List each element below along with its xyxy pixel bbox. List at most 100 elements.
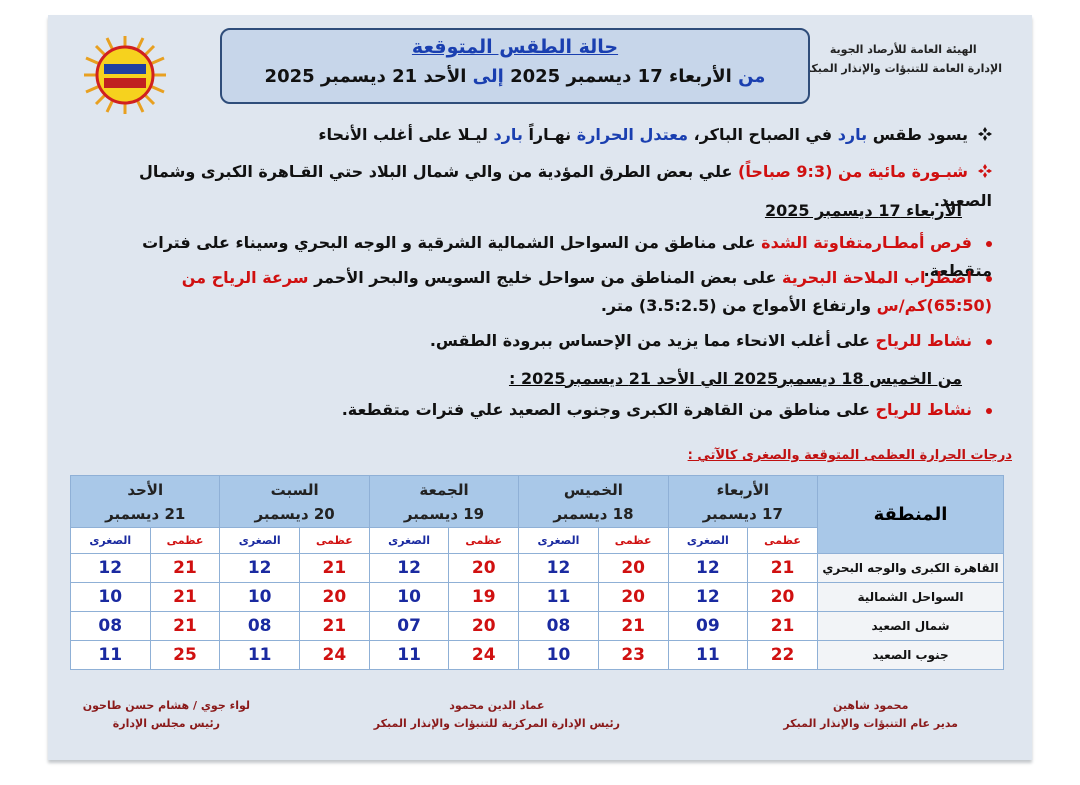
text-run: اضطراب الملاحة البحرية [781,268,972,287]
signature: لواء جوي / هشام حسن طاحون رئيس مجلس الإدا… [83,697,250,733]
diamond-icon [978,126,992,141]
temp-value: 07 [368,611,450,641]
region: جنوب الصعيد [817,640,1004,670]
diamond-icon [978,163,992,178]
signature: عماد الدين محمود رئيس الإدارة المركزية لل… [374,697,620,733]
bullet-line: شبـورة مائية من (9:3 صباحاً) علي بعض الط… [92,158,992,215]
text-run: الأحد 21 ديسمبر 2025 [264,66,467,87]
text-run: ليـلا على أغلب الأنحاء [318,125,494,144]
sub-header: الصغرى [518,527,599,554]
text-run: وارتفاع الأمواج من (3.5:2.5) متر. [600,296,877,315]
sub-header: الصغرى [219,527,300,554]
temp-value: 09 [667,611,749,641]
subheader-row: عظمى الصغرى عظمى الصغرى عظمى الصغرى عظمى الصغرى… [70,527,1004,554]
temp-value: 20 [597,582,669,612]
text-run: فرص أمطـارمتفاوتة الشدة [761,233,972,252]
org-name: الهيئة العامة للأرصاد الجوية [829,43,977,56]
temp-value: 21 [149,611,221,641]
temp-value: 10 [518,640,599,670]
title-box: حالة الطقس المتوقعة من الأربعاء 17 ديسمب… [220,28,810,104]
day-date: 18 ديسمبر [553,504,634,523]
header-row: المنطقة الأربعاء 17 ديسمبر الخميس 18 ديسمبر ا… [69,475,1004,554]
bullet-dot [986,240,992,247]
bullet-line: نشاط للرياح على أغلب الانحاء مما يزيد من… [92,327,992,355]
temp-value: 11 [368,640,450,670]
bullet-line: الأربعاء 17 ديسمبر 2025 [92,197,992,225]
region-header: المنطقة [817,475,1004,554]
sub-header: عظمى [597,527,669,554]
text-run: على أغلب الانحاء مما يزيد من الإحساس ببر… [429,331,876,350]
temp-value: 08 [219,611,300,641]
temp-value: 21 [747,553,818,583]
temp-value: 20 [298,582,370,612]
day-name: الأربعاء [716,480,769,499]
temp-value: 10 [219,582,300,612]
text-run: الأربعاء 17 ديسمبر 2025 [764,201,962,220]
day-name: الأحد [127,480,164,499]
day-name: الجمعة [419,480,469,499]
sub-header: عظمى [298,527,370,554]
region: شمال الصعيد [817,611,1004,641]
data-row: جنوب الصعيد 22 11 23 10 24 11 24 11 25 11 [70,640,1004,670]
bullet-line: يسود طقس بارد في الصباح الباكر، معتدل ال… [92,121,992,150]
text-run: الأربعاء 17 ديسمبر 2025 [503,66,732,87]
bullet-line: اضطراب الملاحة البحرية على بعض المناطق م… [92,264,992,320]
sub-header: الصغرى [667,527,749,554]
bullet-dot [986,407,992,414]
temp-value: 25 [149,640,221,670]
bullet-dot [986,338,992,345]
region: القاهرة الكبرى والوجه البحري [817,553,1004,583]
bullet-line: نشاط للرياح على مناطق من القاهرة الكبرى … [92,396,992,424]
org-dept: الإدارة العامة للتنبؤات والإنذار المبكر [804,62,1002,75]
bullet-diamond [978,122,992,150]
day-date: 19 ديسمبر [403,504,485,523]
day-header: السبت 20 ديسمبر [219,475,370,528]
sub-header: الصغرى [368,527,450,554]
day-header: الجمعة 19 ديسمبر [368,475,520,528]
day-name: السبت [270,480,319,499]
signer-name: عماد الدين محمود [449,699,545,712]
temp-value: 21 [597,611,669,641]
signer-role: مدير عام التنبؤات والإنذار المبكر [783,717,958,730]
bullet-diamond [978,159,992,187]
temp-value: 12 [70,553,151,583]
temp-value: 22 [747,640,818,670]
temp-value: 11 [219,640,300,670]
temperature-table: المنطقة الأربعاء 17 ديسمبر الخميس 18 ديسمبر ا… [69,475,1004,670]
text-run: يسود طقس [867,125,968,144]
bullet-line: فرص أمطـارمتفاوتة الشدة على مناطق من الس… [92,229,992,285]
temp-value: 24 [448,640,520,670]
text-run: علي بعض الطرق المؤدية من والي شمال البلا… [139,162,992,210]
text-run: إلى [466,66,504,87]
temp-value: 08 [518,611,599,641]
temp-value: 21 [149,582,221,612]
temp-value: 10 [70,582,151,612]
sub-header: عظمى [747,527,818,554]
day-date: 20 ديسمبر [254,504,335,523]
temp-value: 20 [448,611,520,641]
text-run: شبـورة مائية من (9:3 صباحاً) [738,162,968,181]
text-run: بارد [837,125,868,144]
section-heading: من الخميس 18 ديسمبر2025 الي الأحد 21 ديس… [509,369,962,388]
table-caption: درجات الحرارة العظمى المتوقعة والصغرى كا… [687,448,1012,463]
logo [84,36,166,114]
data-row: السواحل الشمالية 20 12 20 11 19 10 20 10 21 10 [70,582,1004,612]
temp-value: 12 [219,553,300,583]
temp-value: 19 [448,582,520,612]
text-run: في الصباح الباكر، [688,125,838,144]
text-run: على بعض المناطق من سواحل خليج السويس وال… [308,268,782,287]
title: حالة الطقس المتوقعة [411,36,619,58]
text-run: نشاط للرياح [875,400,972,419]
text-run: من الخميس 18 ديسمبر2025 الي الأحد 21 ديس… [508,369,962,388]
text-run: سرعة الرياح من (65:50)كم/س [181,268,992,315]
day-date: 21 ديسمبر [105,504,186,523]
signature: محمود شاهين مدير عام التنبؤات والإنذار ال… [783,697,958,733]
sub-header: الصغرى [70,527,151,554]
temp-value: 12 [518,553,599,583]
temp-value: 24 [298,640,370,670]
bullet-dot [986,275,992,282]
temp-value: 23 [597,640,669,670]
text-run: نشاط للرياح [875,331,972,350]
day-date: 17 ديسمبر [702,504,783,523]
